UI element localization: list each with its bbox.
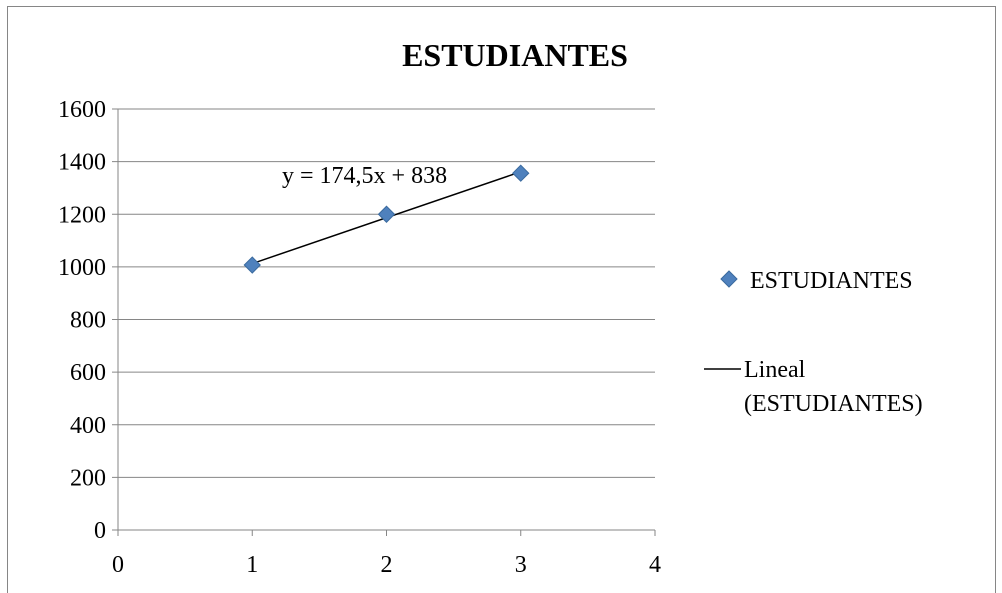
x-tick-label-3: 3 — [515, 552, 527, 578]
y-tick-label-1000: 1000 — [58, 255, 106, 281]
x-tick-label-1: 1 — [246, 552, 258, 578]
y-tick-label-600: 600 — [70, 360, 106, 386]
legend-label-series: ESTUDIANTES — [750, 268, 913, 294]
data-points — [243, 164, 530, 274]
y-tick-label-1600: 1600 — [58, 97, 106, 123]
data-point-0-1 — [377, 205, 396, 223]
legend-label-trendline-line2: (ESTUDIANTES) — [744, 391, 923, 417]
y-tick-label-1200: 1200 — [58, 202, 106, 228]
data-point-0-0 — [243, 256, 261, 274]
legend: ESTUDIANTES Lineal (ESTUDIANTES) — [704, 268, 923, 417]
x-tick-label-0: 0 — [112, 552, 124, 578]
axes — [112, 108, 656, 536]
y-tick-label-200: 200 — [70, 465, 106, 491]
y-tick-labels: 0 200 400 600 800 1000 1200 1400 1600 — [58, 97, 106, 544]
y-tick-label-1400: 1400 — [58, 150, 106, 176]
x-tick-labels: 0 1 2 3 4 — [112, 552, 661, 578]
chart-border — [7, 6, 996, 593]
x-tick-label-4: 4 — [649, 552, 661, 578]
legend-label-trendline-line1: Lineal — [744, 357, 806, 383]
trendline-equation: y = 174,5x + 838 — [282, 163, 447, 189]
chart-title: ESTUDIANTES — [402, 37, 628, 73]
data-point-0-2 — [512, 164, 530, 182]
legend-diamond-marker — [720, 270, 738, 288]
x-tick-label-2: 2 — [381, 552, 393, 578]
y-tick-label-800: 800 — [70, 308, 106, 334]
y-tick-label-400: 400 — [70, 413, 106, 439]
y-tick-label-0: 0 — [94, 518, 106, 544]
